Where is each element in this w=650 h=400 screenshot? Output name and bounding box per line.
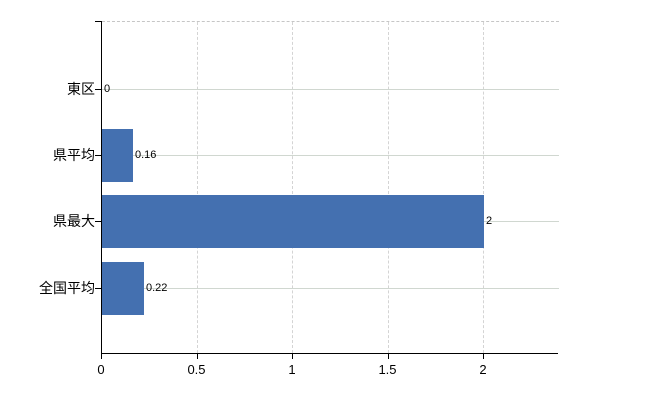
plot-top-border <box>102 21 559 22</box>
vertical-gridline <box>387 22 389 353</box>
value-label: 0.22 <box>146 282 168 294</box>
bar <box>102 195 484 248</box>
vertical-gridline <box>292 22 293 353</box>
horizontal-gridline <box>102 155 559 156</box>
x-tick-mark <box>483 353 484 359</box>
vertical-gridline <box>196 22 198 353</box>
y-tick-mark <box>95 221 101 222</box>
y-axis-top-cap <box>95 21 102 22</box>
bar <box>102 262 144 315</box>
x-tick-label: 1 <box>288 362 296 377</box>
x-tick-label: 0 <box>97 362 105 377</box>
y-axis-line <box>101 21 102 354</box>
category-label: 県平均 <box>53 147 95 163</box>
x-tick-mark <box>196 353 198 359</box>
category-label: 東区 <box>67 81 95 97</box>
x-tick-mark <box>292 353 293 359</box>
bar <box>102 129 133 182</box>
horizontal-gridline <box>102 89 559 90</box>
category-label: 全国平均 <box>39 280 95 296</box>
value-label: 2 <box>486 215 493 227</box>
vertical-gridline <box>483 22 484 353</box>
x-axis-line <box>101 353 558 354</box>
value-label: 0.16 <box>135 149 157 161</box>
y-tick-mark <box>95 89 101 90</box>
x-tick-mark <box>387 353 389 359</box>
value-label: 0 <box>104 83 111 95</box>
y-tick-mark <box>95 288 101 289</box>
y-tick-mark <box>95 155 101 156</box>
x-tick-label: 0.5 <box>187 362 206 377</box>
x-tick-label: 1.5 <box>378 362 397 377</box>
horizontal-gridline <box>102 288 559 289</box>
category-label: 県最大 <box>53 213 95 229</box>
x-tick-mark <box>101 353 102 359</box>
x-tick-label: 2 <box>479 362 487 377</box>
